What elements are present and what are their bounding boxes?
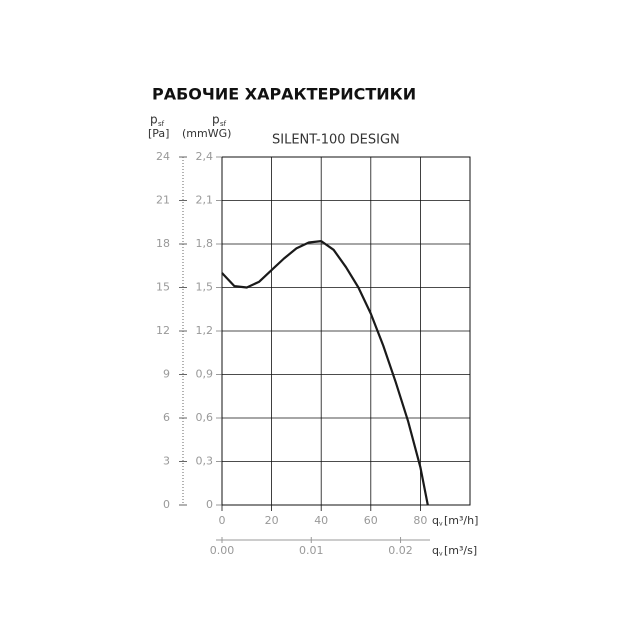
- y2-tick-label: 1,8: [196, 237, 214, 250]
- y2-label-sub: sf: [220, 120, 227, 128]
- y2-tick-label: 2,1: [196, 194, 214, 207]
- x-label-sub: v: [439, 521, 443, 528]
- y-tick-label: 15: [156, 281, 170, 294]
- x-tick-label: 40: [314, 514, 328, 527]
- chart-title: РАБОЧИЕ ХАРАКТЕРИСТИКИ: [152, 85, 416, 104]
- y2-unit: (mmWG): [182, 127, 231, 140]
- y2-tick-label: 1,5: [196, 281, 214, 294]
- y2-tick-label: 0,6: [196, 411, 214, 424]
- y-tick-label: 12: [156, 324, 170, 337]
- x2-label-sub: v: [439, 551, 443, 558]
- x2-tick-label: 0.00: [210, 544, 235, 557]
- x2-tick-label: 0.01: [299, 544, 324, 557]
- y-unit: [Pa]: [148, 127, 169, 140]
- y2-tick-label: 0,9: [196, 368, 214, 381]
- y-label-sub: sf: [158, 120, 165, 128]
- y2-tick-label: 2,4: [196, 150, 214, 163]
- y-tick-label: 3: [163, 455, 170, 468]
- x2-tick-label: 0.02: [388, 544, 413, 557]
- y2-tick-label: 0: [206, 498, 213, 511]
- x-unit: [m³/h]: [444, 514, 478, 527]
- x-tick-label: 60: [364, 514, 378, 527]
- x2-unit: [m³/s]: [444, 544, 477, 557]
- y2-tick-label: 1,2: [196, 324, 214, 337]
- x-label: q: [432, 514, 439, 527]
- y-tick-label: 21: [156, 194, 170, 207]
- x-tick-label: 20: [265, 514, 279, 527]
- y2-tick-label: 0,3: [196, 455, 214, 468]
- y-label: p: [150, 113, 158, 127]
- y-tick-label: 24: [156, 150, 170, 163]
- x-tick-label: 0: [219, 514, 226, 527]
- x-tick-label: 80: [413, 514, 427, 527]
- x2-label: q: [432, 544, 439, 557]
- y-tick-label: 9: [163, 368, 170, 381]
- y-tick-label: 6: [163, 411, 170, 424]
- y2-label: p: [212, 113, 220, 127]
- y-tick-label: 18: [156, 237, 170, 250]
- y-tick-label: 0: [163, 498, 170, 511]
- chart-subtitle: SILENT-100 DESIGN: [272, 133, 400, 148]
- curve: [221, 240, 429, 506]
